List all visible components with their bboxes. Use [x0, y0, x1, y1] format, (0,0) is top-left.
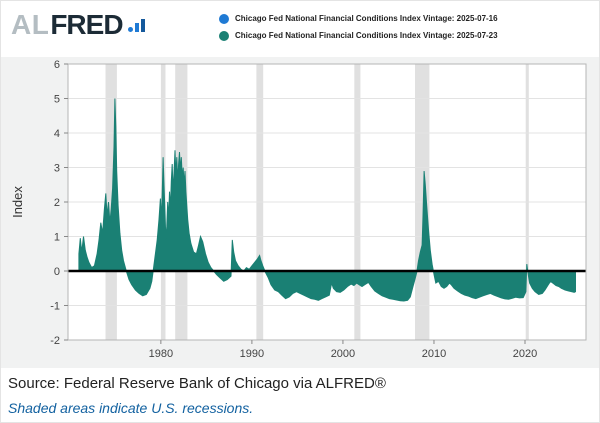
series-area: [78, 98, 576, 302]
y-axis-title: Index: [10, 186, 25, 218]
alfred-logo-fred-text: FRED: [50, 9, 123, 40]
x-tick-label: 2010: [422, 348, 446, 360]
y-tick-label: 5: [54, 94, 60, 106]
legend-dot-blue-icon: [219, 13, 229, 24]
y-tick-label: 1: [54, 232, 60, 244]
legend-dot-teal-icon: [219, 30, 229, 41]
y-tick-label: 3: [54, 163, 60, 175]
graph-header: AL FRED Chicago Fed National Financial C…: [1, 1, 599, 57]
recession-shading-note-link[interactable]: Shaded areas indicate U.S. recessions.: [8, 400, 254, 416]
x-tick-label: 2020: [513, 348, 537, 360]
y-tick-label: 0: [54, 266, 60, 278]
legend-label-vintage-2025-07-23: Chicago Fed National Financial Condition…: [235, 31, 498, 40]
source-attribution: Source: Federal Reserve Bank of Chicago …: [8, 375, 386, 392]
y-tick-label: -1: [50, 301, 60, 313]
y-tick-label: 4: [54, 128, 60, 140]
alfred-logo-al-text: AL: [11, 9, 50, 40]
x-tick-label: 1980: [149, 348, 173, 360]
legend-item-vintage-2025-07-16: Chicago Fed National Financial Condition…: [219, 10, 498, 27]
y-tick-label: 6: [54, 59, 60, 71]
chart-plot-area[interactable]: 6 5 4 3 2 1 0 -1 -2 1980 1990 2000 2010 2020: [1, 57, 600, 368]
legend-item-vintage-2025-07-23: Chicago Fed National Financial Condition…: [219, 27, 498, 44]
legend-label-vintage-2025-07-16: Chicago Fed National Financial Condition…: [235, 14, 498, 23]
chart-legend: Chicago Fed National Financial Condition…: [219, 10, 498, 44]
alfred-logo[interactable]: AL FRED: [11, 9, 145, 41]
x-tick-label: 1990: [240, 348, 264, 360]
x-tick-label: 2000: [331, 348, 355, 360]
y-tick-label: 2: [54, 197, 60, 209]
fred-barchart-icon: [127, 18, 145, 32]
y-tick-label: -2: [50, 335, 60, 347]
chart-figure: Index 6 5 4 3 2 1 0 -1 -2 1980 1990 2000 2010 2020: [1, 57, 600, 368]
